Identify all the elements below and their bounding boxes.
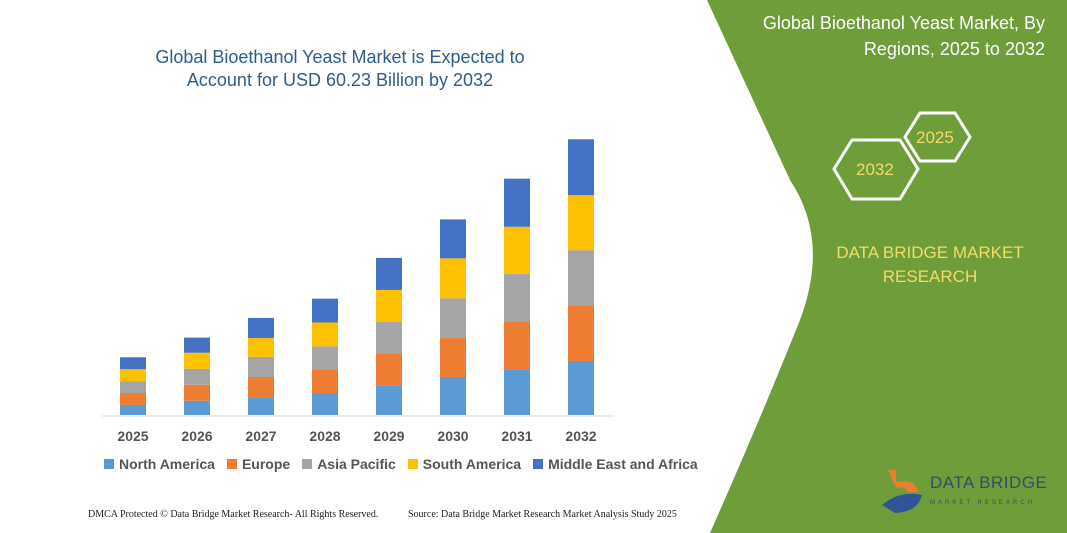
bar-segment-2027-europe [248, 376, 274, 398]
bar-segment-2031-asia-pacific [504, 273, 530, 323]
bar-segment-2032-europe [568, 305, 594, 361]
bar-segment-2026-middle-east-and-africa [184, 337, 210, 353]
bar-segment-2026-north-america [184, 400, 210, 415]
bar-segment-2030-south-america [440, 258, 466, 299]
footer-source: Source: Data Bridge Market Research Mark… [408, 509, 677, 520]
legend-item-south-america: South America [407, 456, 522, 472]
bar-segment-2028-asia-pacific [312, 346, 338, 370]
bar-segment-2028-middle-east-and-africa [312, 298, 338, 323]
hex-label-2025: 2025 [916, 128, 954, 147]
bar-segment-2026-europe [184, 384, 210, 401]
legend-item-asia-pacific: Asia Pacific [302, 456, 396, 472]
bar-segment-2030-middle-east-and-africa [440, 219, 466, 259]
legend-label: North America [119, 456, 215, 472]
bar-segment-2025-asia-pacific [120, 381, 146, 394]
legend-item-europe: Europe [226, 456, 291, 472]
bar-segment-2029-south-america [376, 289, 402, 323]
stacked-bar-chart: 2025 2026 2027 2028 2029 2030 2031 2032 [102, 139, 614, 444]
bar-segment-2032-asia-pacific [568, 250, 594, 306]
legend-swatch [104, 459, 114, 469]
legend-label: Middle East and Africa [548, 456, 698, 472]
bar-segment-2032-middle-east-and-africa [568, 139, 594, 196]
legend-swatch [533, 459, 544, 469]
bar-segment-2030-europe [440, 338, 466, 377]
bar-segment-2030-asia-pacific [440, 298, 466, 339]
side-panel-title: Global Bioethanol Yeast Market, By Regio… [762, 13, 1045, 59]
logo-text: DATA BRIDGE [930, 473, 1048, 492]
x-tick-label: 2025 [117, 428, 148, 444]
x-tick-label: 2026 [181, 428, 212, 444]
legend-label: Europe [241, 456, 291, 472]
hexagon-2025 [903, 111, 972, 163]
logo-subtext: MARKET RESEARCH [930, 500, 1035, 506]
bar-segment-2030-north-america [440, 376, 466, 415]
bar-segment-2027-middle-east-and-africa [248, 317, 274, 339]
bar-segment-2025-north-america [120, 404, 146, 415]
footer-copyright: DMCA Protected © Data Bridge Market Rese… [88, 509, 379, 520]
legend-swatch [407, 459, 418, 469]
bar-segment-2025-middle-east-and-africa [120, 357, 146, 370]
legend-item-north-america: North America [104, 456, 215, 472]
bar-segment-2027-north-america [248, 397, 274, 415]
legend-label: South America [422, 456, 522, 472]
x-tick-label: 2029 [373, 428, 404, 444]
x-tick-label: 2032 [565, 428, 596, 444]
bar-segment-2028-north-america [312, 393, 338, 415]
bar-segment-2027-asia-pacific [248, 356, 274, 377]
legend-swatch [226, 459, 237, 469]
bar-segment-2029-middle-east-and-africa [376, 257, 402, 290]
bar-segment-2031-europe [504, 322, 530, 370]
bar-segment-2026-asia-pacific [184, 368, 210, 385]
x-tick-label: 2027 [245, 428, 276, 444]
bar-segment-2028-south-america [312, 322, 338, 347]
bar-segment-2029-europe [376, 353, 402, 386]
x-tick-label: 2028 [309, 428, 340, 444]
brand-name: DATA BRIDGE MARKET RESEARCH [836, 243, 1024, 286]
x-tick-label: 2031 [501, 428, 532, 444]
bar-segment-2028-europe [312, 369, 338, 394]
x-tick-label: 2030 [437, 428, 468, 444]
bar-segment-2031-north-america [504, 369, 530, 415]
bar-segment-2026-south-america [184, 352, 210, 369]
legend-swatch [302, 459, 313, 469]
legend-item-middle-east-africa: Middle East and Africa [533, 456, 698, 472]
bar-segment-2031-south-america [504, 226, 530, 274]
green-side-panel [707, 0, 1067, 533]
hexagon-2032 [832, 138, 920, 201]
data-bridge-logo-icon [882, 470, 922, 513]
bar-segment-2032-south-america [568, 195, 594, 251]
bar-segment-2031-middle-east-and-africa [504, 178, 530, 227]
bar-segment-2029-north-america [376, 385, 402, 415]
bar-segment-2032-north-america [568, 360, 594, 415]
hex-label-2032: 2032 [856, 160, 894, 179]
legend-label: Asia Pacific [317, 456, 396, 472]
chart-legend: North America Europe Asia Pacific South … [104, 456, 698, 472]
bar-segment-2025-south-america [120, 369, 146, 382]
bar-segment-2027-south-america [248, 338, 274, 357]
bar-segment-2025-europe [120, 393, 146, 405]
bar-segment-2029-asia-pacific [376, 322, 402, 354]
chart-title: Global Bioethanol Yeast Market is Expect… [155, 47, 525, 90]
